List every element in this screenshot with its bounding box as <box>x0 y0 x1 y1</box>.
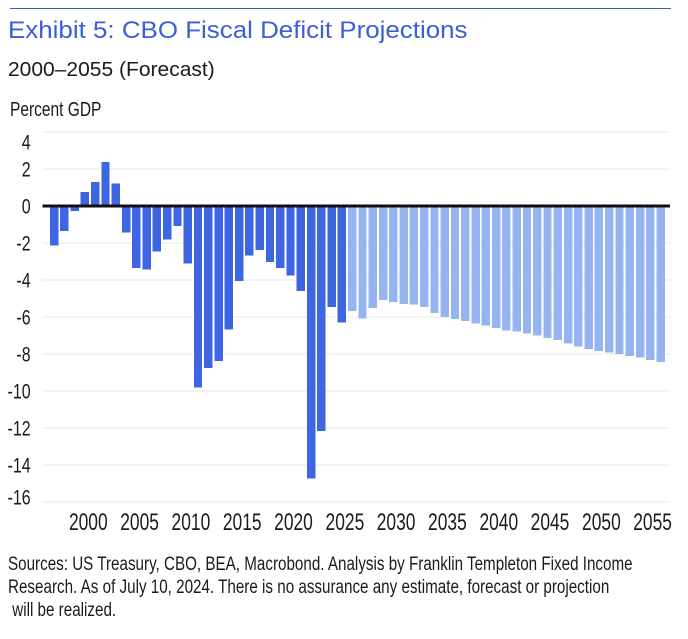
svg-text:2020: 2020 <box>274 509 313 535</box>
svg-text:2015: 2015 <box>223 509 262 535</box>
svg-text:2: 2 <box>22 157 31 181</box>
svg-text:-16: -16 <box>8 485 31 509</box>
svg-text:-14: -14 <box>8 453 31 477</box>
svg-text:2055: 2055 <box>633 509 672 535</box>
svg-text:0: 0 <box>22 194 31 218</box>
svg-text:-4: -4 <box>16 268 30 292</box>
svg-text:2010: 2010 <box>172 509 211 535</box>
svg-text:2000: 2000 <box>69 509 108 535</box>
svg-text:2035: 2035 <box>428 509 467 535</box>
svg-text:2050: 2050 <box>582 509 621 535</box>
svg-text:2045: 2045 <box>531 509 570 535</box>
svg-text:2040: 2040 <box>479 509 518 535</box>
svg-text:2030: 2030 <box>377 509 416 535</box>
svg-text:-12: -12 <box>8 416 31 440</box>
svg-text:-8: -8 <box>16 342 30 366</box>
svg-text:-2: -2 <box>16 231 30 255</box>
svg-text:2005: 2005 <box>120 509 159 535</box>
svg-text:-10: -10 <box>8 379 31 403</box>
svg-text:2025: 2025 <box>326 509 365 535</box>
svg-text:4: 4 <box>22 130 31 154</box>
svg-text:-6: -6 <box>16 305 30 329</box>
